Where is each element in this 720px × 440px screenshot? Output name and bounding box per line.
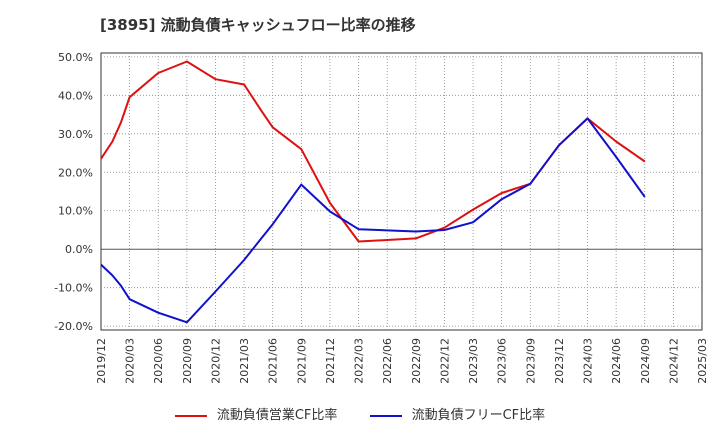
x-tick-label: 2023/12 — [553, 338, 566, 384]
legend-swatch-free-cf — [369, 414, 402, 417]
y-tick-label: 10.0% — [58, 205, 93, 218]
x-tick-label: 2019/12 — [95, 338, 108, 384]
y-tick-label: 40.0% — [58, 89, 93, 102]
y-tick-label: -20.0% — [54, 320, 93, 333]
y-tick-label: 20.0% — [58, 166, 93, 179]
series-line-2 — [100, 117, 646, 324]
y-tick-label: 30.0% — [58, 128, 93, 141]
legend-item-operating-cf: 流動負債営業CF比率 — [174, 404, 338, 423]
x-tick-label: 2020/12 — [209, 338, 222, 384]
x-tick-label: 2021/03 — [238, 338, 251, 384]
y-tick-label: 50.0% — [58, 51, 93, 64]
x-tick-label: 2022/03 — [353, 338, 366, 384]
x-tick-label: 2023/06 — [496, 338, 509, 384]
legend-label-free-cf: 流動負債フリーCF比率 — [411, 408, 546, 423]
legend-item-free-cf: 流動負債フリーCF比率 — [369, 404, 546, 423]
x-tick-label: 2024/06 — [610, 338, 623, 384]
x-tick-label: 2020/09 — [181, 338, 194, 384]
y-tick-label: -10.0% — [54, 282, 93, 295]
x-tick-label: 2024/03 — [582, 338, 595, 384]
legend: 流動負債営業CF比率 流動負債フリーCF比率 — [0, 404, 720, 423]
x-tick-label: 2022/12 — [438, 338, 451, 384]
x-tick-label: 2021/12 — [324, 338, 337, 384]
x-tick-label: 2024/09 — [639, 338, 652, 384]
x-tick-label: 2023/03 — [467, 338, 480, 384]
y-tick-label: 0.0% — [65, 243, 93, 256]
x-tick-label: 2025/03 — [696, 338, 709, 384]
plot-area — [100, 52, 703, 331]
x-tick-label: 2021/06 — [267, 338, 280, 384]
x-tick-label: 2022/09 — [410, 338, 423, 384]
x-tick-label: 2021/09 — [295, 338, 308, 384]
legend-swatch-operating-cf — [174, 414, 207, 417]
x-tick-label: 2022/06 — [381, 338, 394, 384]
legend-label-operating-cf: 流動負債営業CF比率 — [216, 408, 338, 423]
chart-title: [3895] 流動負債キャッシュフロー比率の推移 — [100, 16, 416, 34]
x-tick-label: 2020/03 — [124, 338, 137, 384]
x-tick-label: 2024/12 — [667, 338, 680, 384]
x-tick-label: 2020/06 — [152, 338, 165, 384]
x-tick-label: 2023/09 — [524, 338, 537, 384]
